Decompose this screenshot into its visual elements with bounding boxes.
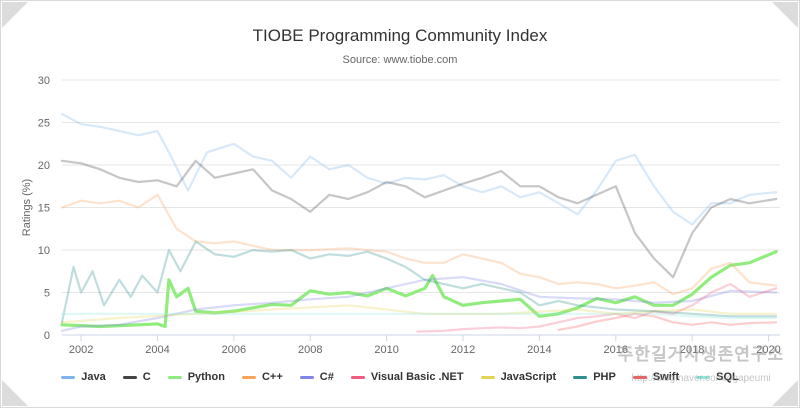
axes: 0 5 10 15 20 25 30 2002 2004 2006 2008 2010 2012 2014… xyxy=(21,75,781,356)
series-line-swift xyxy=(557,312,778,331)
x-tick-label: 2008 xyxy=(298,344,322,356)
legend-label: Swift xyxy=(652,371,680,383)
legend-swatch xyxy=(632,375,647,379)
x-tick-label: 2010 xyxy=(374,344,398,356)
legend-swatch xyxy=(299,375,314,379)
corner-decoration xyxy=(772,2,798,28)
y-tick-label: 10 xyxy=(38,245,50,257)
legend-swatch xyxy=(241,375,256,379)
legend-label: Java xyxy=(81,371,106,383)
grid xyxy=(62,79,780,336)
y-tick-label: 5 xyxy=(44,288,50,300)
series-line-sql xyxy=(60,312,778,320)
legend-label: PHP xyxy=(593,371,616,383)
y-axis-title: Ratings (%) xyxy=(21,179,33,236)
legend-label: C++ xyxy=(261,371,283,383)
legend-item[interactable]: Java xyxy=(61,371,106,383)
legend-label: Visual Basic .NET xyxy=(370,371,464,383)
legend-item[interactable]: PHP xyxy=(573,371,616,383)
legend-item[interactable]: C xyxy=(122,371,151,383)
legend-swatch xyxy=(696,375,711,379)
chart-subtitle: Source: www.tiobe.com xyxy=(342,54,458,66)
legend-label: C xyxy=(142,371,151,383)
legend-item[interactable]: C# xyxy=(299,371,334,383)
legend: Java C Python C++ C# Visual Basic .NET JavaScr… xyxy=(0,369,800,385)
series-line-python xyxy=(60,250,778,329)
legend-swatch xyxy=(61,375,76,379)
y-tick-label: 15 xyxy=(38,203,50,215)
x-tick-label: 2004 xyxy=(145,344,169,356)
x-tick-label: 2002 xyxy=(69,344,93,356)
y-tick-label: 20 xyxy=(38,160,50,172)
legend-item[interactable]: C++ xyxy=(241,371,283,383)
x-tick-label: 2012 xyxy=(451,344,475,356)
x-tick-label: 2016 xyxy=(604,344,628,356)
series-line-java xyxy=(60,112,778,226)
x-tick-label: 2014 xyxy=(527,344,551,356)
series-line-c xyxy=(60,159,778,279)
legend-item[interactable]: JavaScript xyxy=(480,371,557,383)
legend-swatch xyxy=(167,375,182,379)
x-tick-label: 2018 xyxy=(680,344,704,356)
series-line-javascript xyxy=(60,304,778,324)
legend-item[interactable]: Swift xyxy=(632,371,680,383)
series-line-c xyxy=(60,193,778,296)
legend-item[interactable]: Visual Basic .NET xyxy=(350,371,464,383)
corner-decoration xyxy=(2,2,28,28)
legend-swatch xyxy=(480,375,495,379)
series-line-visual-basic-net xyxy=(416,282,778,333)
legend-label: C# xyxy=(319,371,334,383)
corner-decoration xyxy=(2,380,28,406)
x-tick-label: 2020 xyxy=(756,344,780,356)
y-tick-label: 25 xyxy=(38,118,50,130)
legend-label: Python xyxy=(187,371,225,383)
y-tick-label: 0 xyxy=(44,330,50,342)
legend-label: JavaScript xyxy=(500,371,557,383)
legend-swatch xyxy=(350,375,365,379)
x-tick-label: 2006 xyxy=(222,344,246,356)
legend-swatch xyxy=(122,375,137,379)
legend-swatch xyxy=(573,375,588,379)
legend-item[interactable]: Python xyxy=(167,371,225,383)
series-line-c xyxy=(60,276,778,332)
series-lines xyxy=(60,112,778,333)
legend-item[interactable]: SQL xyxy=(696,371,739,383)
legend-label: SQL xyxy=(716,371,739,383)
series-line-php xyxy=(60,240,778,324)
y-tick-label: 30 xyxy=(38,75,50,87)
corner-decoration xyxy=(772,380,798,406)
chart-title: TIOBE Programming Community Index xyxy=(252,26,548,45)
